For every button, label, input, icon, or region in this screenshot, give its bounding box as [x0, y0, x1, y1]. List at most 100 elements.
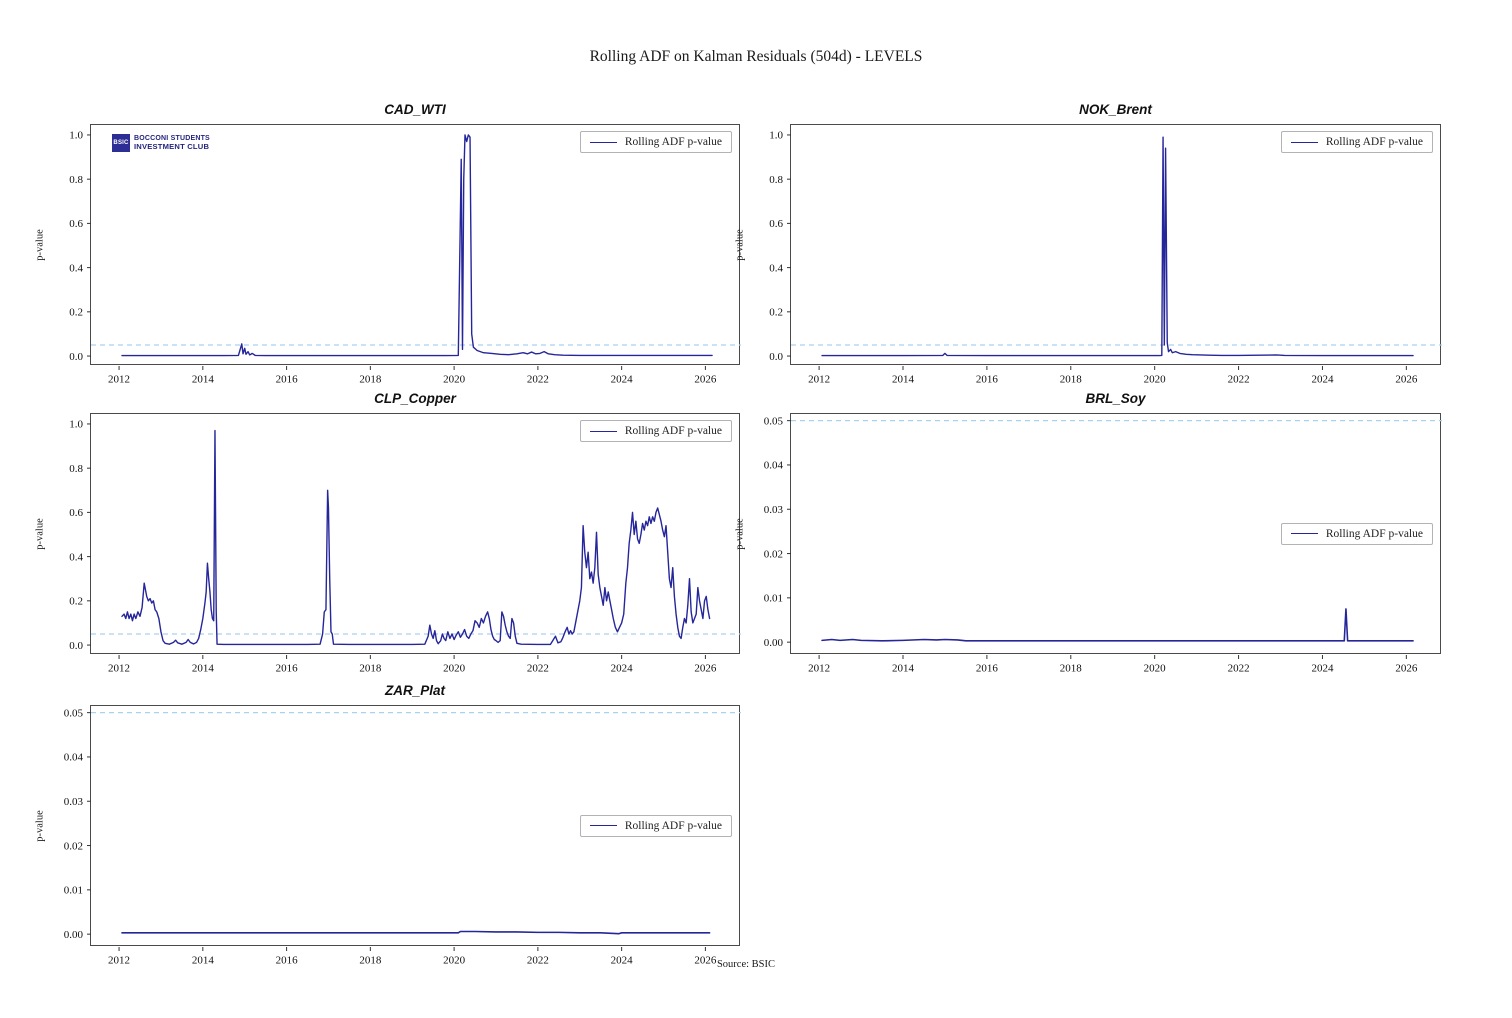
- series-line: [121, 134, 713, 357]
- legend-label: Rolling ADF p-value: [1325, 136, 1423, 148]
- x-tick-label: 2020: [443, 374, 466, 386]
- x-tick-label: 2016: [276, 955, 299, 967]
- x-tick-label: 2018: [1060, 374, 1083, 386]
- series-line: [821, 608, 1414, 642]
- x-tick-label: 2026: [694, 955, 717, 967]
- y-tick-label: 0.4: [769, 262, 783, 274]
- x-tick-label: 2022: [527, 663, 549, 675]
- x-tick-label: 2018: [359, 955, 382, 967]
- bsic-logo-text: BOCCONI STUDENTS INVESTMENT CLUB: [134, 135, 210, 151]
- subplot-zar-plat: 2012 2014 2016 2018 2020 2022 2024 2026 0.00 0.01…: [35, 683, 741, 967]
- y-tick-label: 0.0: [69, 640, 83, 652]
- x-tick-label: 2020: [1144, 663, 1167, 675]
- y-tick-label: 0.8: [69, 174, 83, 186]
- y-axis-label: p-value: [734, 228, 746, 261]
- legend-line-sample: [589, 141, 617, 143]
- legend-line-sample: [1290, 533, 1318, 534]
- series-line: [121, 930, 711, 935]
- subplot-cad-wti: 2012 2014 2016 2018 2020 2022 2024 2026 0.0 0.2 0.…: [35, 102, 741, 386]
- x-tick-label: 2016: [276, 374, 299, 386]
- x-tick-label: 2016: [276, 663, 299, 675]
- figure-title: Rolling ADF on Kalman Residuals (504d) -…: [589, 48, 923, 65]
- y-axis-label: p-value: [34, 228, 46, 261]
- x-tick-label: 2012: [808, 663, 830, 675]
- x-tick-label: 2024: [611, 955, 634, 967]
- x-tick-label: 2026: [1395, 663, 1418, 675]
- y-tick-label: 0.2: [769, 307, 783, 319]
- y-tick-label: 0.2: [69, 596, 83, 608]
- legend-line-sample: [589, 825, 617, 826]
- legend: Rolling ADF p-value: [579, 420, 732, 442]
- y-tick-label: 0.04: [64, 752, 84, 764]
- x-tick-label: 2014: [192, 374, 215, 386]
- x-tick-label: 2024: [611, 374, 634, 386]
- legend: Rolling ADF p-value: [579, 131, 732, 153]
- x-tick-label: 2012: [108, 374, 130, 386]
- subplot-clp-copper: 2012 2014 2016 2018 2020 2022 2024 2026 0.0 0.2 0.…: [35, 391, 741, 675]
- bsic-logo-badge: BSIC: [112, 134, 130, 152]
- y-tick-label: 0.03: [764, 504, 784, 516]
- y-tick-label: 1.0: [69, 130, 83, 142]
- y-tick-label: 0.03: [64, 796, 84, 808]
- subplot-title-zar-plat: ZAR_Plat: [384, 683, 445, 698]
- x-tick-label: 2014: [892, 374, 915, 386]
- y-tick-label: 0.02: [64, 840, 83, 852]
- subplot-title-nok-brent: NOK_Brent: [1079, 102, 1152, 117]
- legend-label: Rolling ADF p-value: [624, 819, 722, 832]
- subplot-brl-soy: 2012 2014 2016 2018 2020 2022 2024 2026 0.00 0.01…: [735, 391, 1442, 675]
- x-tick-label: 2012: [108, 955, 130, 967]
- y-tick-label: 0.04: [764, 460, 784, 472]
- x-tick-label: 2014: [192, 955, 215, 967]
- x-tick-label: 2026: [1395, 374, 1418, 386]
- x-tick-label: 2018: [359, 663, 382, 675]
- x-tick-label: 2014: [192, 663, 215, 675]
- x-tick-label: 2014: [892, 663, 915, 675]
- legend: Rolling ADF p-value: [1280, 131, 1433, 153]
- y-tick-label: 0.4: [69, 551, 83, 563]
- y-tick-label: 0.6: [69, 507, 83, 519]
- x-tick-label: 2020: [443, 955, 466, 967]
- x-tick-label: 2026: [694, 374, 717, 386]
- legend: Rolling ADF p-value: [579, 814, 732, 837]
- bsic-logo-line2: INVESTMENT CLUB: [134, 141, 210, 151]
- x-tick-label: 2022: [527, 374, 549, 386]
- x-tick-label: 2024: [1311, 663, 1334, 675]
- y-tick-label: 0.05: [764, 415, 784, 427]
- x-tick-label: 2026: [694, 663, 717, 675]
- y-axis-label: p-value: [734, 517, 746, 550]
- x-tick-label: 2024: [611, 663, 634, 675]
- x-tick-label: 2024: [1311, 374, 1334, 386]
- x-tick-label: 2018: [1060, 663, 1083, 675]
- legend-label: Rolling ADF p-value: [624, 136, 722, 148]
- x-tick-label: 2022: [1228, 663, 1250, 675]
- x-tick-label: 2022: [527, 955, 549, 967]
- y-tick-label: 0.0: [69, 351, 83, 363]
- y-tick-label: 0.01: [764, 593, 783, 605]
- subplot-nok-brent: 2012 2014 2016 2018 2020 2022 2024 2026 0.0 0.2 0.…: [735, 102, 1442, 386]
- y-tick-label: 0.4: [69, 262, 83, 274]
- y-tick-label: 0.00: [764, 637, 784, 649]
- y-tick-label: 0.2: [69, 307, 83, 319]
- legend-line-sample: [1290, 141, 1318, 143]
- subplot-title-brl-soy: BRL_Soy: [1085, 391, 1146, 406]
- y-tick-label: 0.6: [69, 218, 83, 230]
- y-tick-label: 1.0: [769, 130, 783, 142]
- series-line: [121, 429, 711, 646]
- y-tick-label: 0.8: [769, 174, 783, 186]
- x-tick-label: 2022: [1228, 374, 1250, 386]
- x-tick-label: 2016: [976, 663, 999, 675]
- y-axis-label: p-value: [34, 809, 46, 842]
- y-tick-label: 0.00: [64, 929, 84, 941]
- y-tick-label: 0.6: [769, 218, 783, 230]
- y-tick-label: 0.02: [764, 548, 783, 560]
- x-tick-label: 2020: [1144, 374, 1167, 386]
- legend-line-sample: [589, 430, 617, 432]
- series-line: [821, 136, 1414, 357]
- legend: Rolling ADF p-value: [1280, 522, 1433, 545]
- y-tick-label: 0.05: [64, 707, 84, 719]
- y-axis-label: p-value: [34, 517, 46, 550]
- y-tick-label: 0.01: [64, 885, 83, 897]
- x-tick-label: 2012: [108, 663, 130, 675]
- bsic-logo-line1: BOCCONI STUDENTS: [134, 134, 210, 142]
